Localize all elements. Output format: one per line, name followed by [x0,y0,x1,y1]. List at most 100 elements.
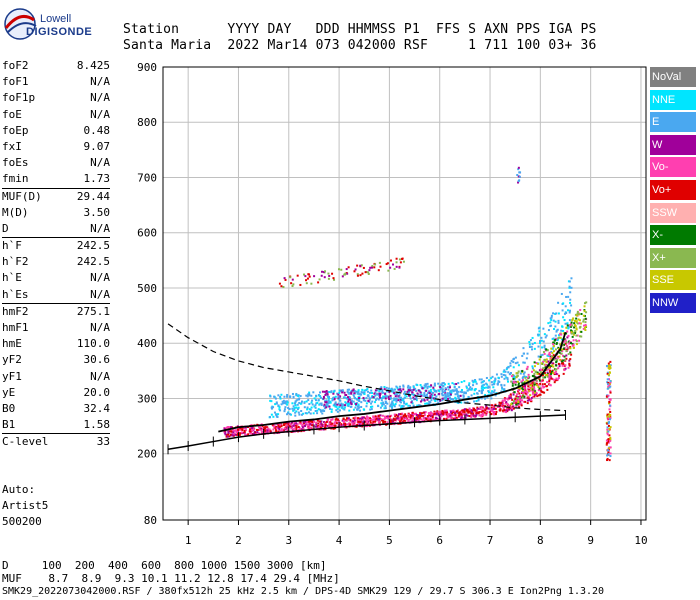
echo-point [521,391,524,394]
echo-point [454,397,457,400]
echo-point [399,397,402,400]
echo-point [382,395,385,398]
echo-point [274,403,277,406]
echo-point [424,402,427,405]
echo-point [308,423,311,426]
echo-point [371,418,374,421]
echo-point [568,311,571,314]
param-name: B0 [2,401,16,415]
echo-point [359,421,362,424]
echo-point [474,416,477,419]
echo-point [527,396,530,399]
echo-point [374,394,377,397]
echo-point [340,424,343,427]
echo-point [550,347,553,350]
echo-point [359,423,362,426]
echo-point [348,392,351,395]
echo-point [330,408,333,411]
echo-point [337,393,340,396]
echo-point [481,384,484,387]
echo-point [261,427,264,430]
echo-point [315,394,318,397]
echo-point [522,400,525,403]
echo-point [393,398,396,401]
echo-point [339,395,342,398]
echo-point [321,390,324,393]
echo-point [561,309,564,312]
param-row: M(D) 3.50 [2,205,110,221]
echo-point [553,328,556,331]
echo-point [456,391,459,394]
echo-point [463,392,466,395]
echo-point [445,413,448,416]
echo-point [609,398,612,401]
echo-point [402,405,405,408]
echo-point [524,400,527,403]
param-value: 30.6 [83,353,111,367]
echo-point [329,400,332,403]
echo-point [381,404,384,407]
echo-point [480,410,483,413]
echo-point [441,390,444,393]
echo-point [229,433,232,436]
param-value: N/A [90,91,110,105]
echo-point [230,430,233,433]
echo-point [387,396,390,399]
echo-point [354,268,357,271]
param-value: 275.1 [76,304,110,318]
echo-point [356,392,359,395]
echo-point [391,405,394,408]
echo-point [543,333,546,336]
echo-point [275,402,278,405]
echo-point [359,409,362,412]
echo-point [423,392,426,395]
echo-point [320,428,323,431]
echo-point [541,374,544,377]
echo-point [300,428,303,431]
echo-point [576,310,579,313]
echo-point [490,410,493,413]
echo-point [383,422,386,425]
echo-point [606,449,609,452]
legend-item: X- [650,225,696,246]
echo-point [531,342,534,345]
echo-point [533,391,536,394]
echo-point [495,373,498,376]
echo-point [532,375,535,378]
echo-point [324,393,327,396]
echo-point [414,412,417,415]
echo-point [445,411,448,414]
echo-point [510,380,513,383]
echo-point [609,418,612,421]
echo-point [462,413,465,416]
echo-point [526,352,529,355]
echo-point [366,388,369,391]
echo-point [494,403,497,406]
echo-point [357,390,360,393]
echo-point [392,419,395,422]
echo-point [299,283,302,286]
echo-point [324,428,327,431]
echo-point [404,414,407,417]
echo-point [328,390,331,393]
echo-point [288,423,291,426]
echo-point [379,388,382,391]
echo-point [299,402,302,405]
echo-point [450,411,453,414]
echo-point [475,412,478,415]
echo-point [557,337,560,340]
echo-point [416,392,419,395]
echo-point [570,321,573,324]
echo-point [477,399,480,402]
echo-point [447,388,450,391]
echo-point [464,391,467,394]
echo-point [296,403,299,406]
echo-point [290,427,293,430]
echo-point [408,394,411,397]
echo-point [331,399,334,402]
echo-point [608,459,611,462]
echo-point [321,412,324,415]
echo-point [241,428,244,431]
echo-point [423,414,426,417]
echo-point [328,274,331,277]
